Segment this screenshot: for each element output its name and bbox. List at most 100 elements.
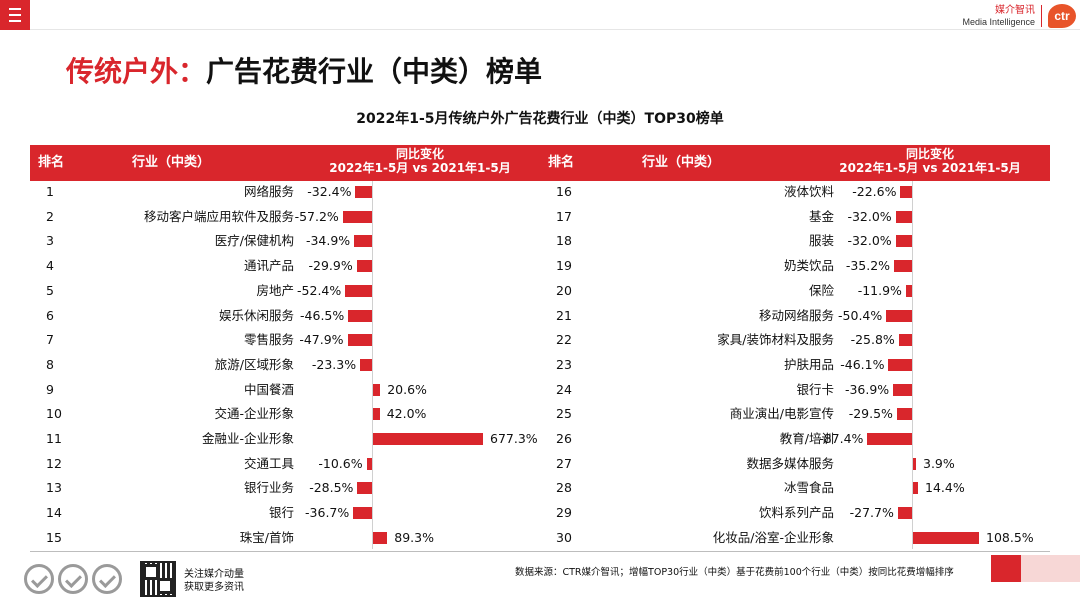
certification-badges [24, 564, 122, 594]
table-row: 18 服装 -32.0% [540, 229, 1050, 253]
industry-cell: 交通工具 [243, 455, 294, 471]
industry-cell: 娱乐休闲服务 [218, 307, 294, 323]
rank-cell: 1 [46, 184, 54, 199]
rank-cell: 3 [46, 233, 54, 249]
bar-mark [886, 309, 912, 322]
rank-cell: 29 [556, 505, 572, 521]
rank-cell: 4 [46, 258, 54, 274]
industry-cell: 医疗/保健机构 [214, 233, 294, 249]
bar-mark [905, 284, 912, 297]
industry-cell: 银行卡 [796, 381, 834, 397]
value-label: -29.9% [308, 258, 353, 274]
table-row: 30 化妆品/浴室-企业形象 108.5% [540, 526, 1050, 550]
table-row: 5 房地产 -52.4% [30, 279, 540, 303]
header-change-left: 同比变化 2022年1-5月 vs 2021年1-5月 [300, 147, 540, 176]
header-industry-left: 行业（中类） [132, 155, 211, 170]
bar-mark [895, 235, 912, 248]
value-label: -36.7% [305, 505, 350, 521]
table-row: 23 护肤用品 -46.1% [540, 353, 1050, 377]
industry-cell: 房地产 [256, 282, 294, 298]
page-title: 传统户外：广告花费行业（中类）榜单 [66, 50, 542, 90]
bar-mark [867, 433, 912, 445]
header-industry-right: 行业（中类） [642, 155, 721, 170]
certification-icon [92, 564, 122, 594]
zero-axis-right [912, 181, 913, 549]
value-label: -10.6% [318, 455, 363, 471]
rank-cell: 17 [556, 208, 572, 224]
header-change-period: 2022年1-5月 vs 2021年1-5月 [839, 161, 1021, 176]
industry-cell: 银行业务 [243, 480, 294, 496]
rank-cell: 8 [46, 356, 54, 372]
bar-mark [373, 531, 388, 544]
rank-cell: 26 [556, 431, 572, 446]
table-row: 17 基金 -32.0% [540, 205, 1050, 229]
table-row: 21 移动网络服务 -50.4% [540, 304, 1050, 328]
table-row: 3 医疗/保健机构 -34.9% [30, 229, 540, 253]
value-label: -35.2% [845, 258, 891, 274]
table-bottom-border [30, 551, 1050, 552]
table-row: 26 教育/培训 -87.4% [540, 427, 1050, 451]
rank-cell: 23 [556, 356, 572, 372]
table-row: 20 保险 -11.9% [540, 279, 1050, 303]
footer-pink-block [1021, 555, 1080, 582]
rank-cell: 9 [46, 381, 54, 397]
page-title-red: 传统户外： [66, 55, 207, 88]
table-row: 2 移动客户端应用软件及服务 -57.2% [30, 205, 540, 229]
table-row: 13 银行业务 -28.5% [30, 476, 540, 500]
industry-cell: 珠宝/首饰 [239, 529, 294, 545]
bar-mark [353, 507, 372, 520]
value-label: 677.3% [490, 431, 538, 446]
rank-cell: 10 [46, 406, 62, 422]
menu-icon-line [9, 14, 21, 16]
bar-mark [894, 260, 912, 273]
qr-code-icon[interactable] [140, 561, 176, 597]
value-label: -34.9% [305, 233, 351, 249]
industry-cell: 奶类饮品 [783, 258, 834, 274]
value-label: -87.4% [819, 431, 864, 446]
table-header: 排名 行业（中类） 同比变化 2022年1-5月 vs 2021年1-5月 排名… [30, 145, 1050, 181]
value-label: -52.4% [297, 282, 342, 298]
table-row: 22 家具/装饰材料及服务 -25.8% [540, 328, 1050, 352]
industry-cell: 通讯产品 [243, 258, 294, 274]
table-row: 6 娱乐休闲服务 -46.5% [30, 304, 540, 328]
table-row: 12 交通工具 -10.6% [30, 452, 540, 476]
bar-mark [360, 358, 372, 371]
table-row: 8 旅游/区域形象 -23.3% [30, 353, 540, 377]
header-change-right: 同比变化 2022年1-5月 vs 2021年1-5月 [810, 147, 1050, 176]
industry-cell: 金融业-企业形象 [201, 431, 294, 446]
value-label: 3.9% [923, 455, 955, 471]
menu-button[interactable] [0, 0, 30, 30]
rank-cell: 16 [556, 184, 572, 199]
bar-mark [345, 284, 372, 297]
rank-cell: 18 [556, 233, 572, 249]
industry-cell: 液体饮料 [783, 184, 834, 199]
industry-cell: 保险 [808, 282, 834, 298]
industry-cell: 基金 [808, 208, 834, 224]
value-label: -36.9% [844, 381, 890, 397]
bar-mark [342, 210, 372, 223]
table-row: 10 交通-企业形象 42.0% [30, 402, 540, 426]
bar-mark [366, 457, 372, 470]
rank-cell: 25 [556, 406, 572, 422]
value-label: -50.4% [838, 307, 883, 323]
bar-mark [893, 383, 912, 396]
rank-cell: 7 [46, 332, 54, 348]
rank-cell: 11 [46, 431, 62, 446]
bar-mark [356, 260, 372, 273]
rank-cell: 19 [556, 258, 572, 274]
bar-mark [348, 309, 372, 322]
value-label: 42.0% [386, 406, 427, 422]
brand-name-cn: 媒介智讯 [995, 5, 1035, 17]
bar-mark [373, 408, 380, 421]
rank-cell: 12 [46, 455, 62, 471]
rank-cell: 27 [556, 455, 572, 471]
follow-line-1: 关注媒介动量 [184, 569, 244, 580]
value-label: 89.3% [394, 529, 434, 545]
value-label: -29.5% [848, 406, 893, 422]
bar-mark [355, 186, 372, 198]
rank-cell: 13 [46, 480, 62, 496]
value-label: -46.1% [840, 356, 885, 372]
value-label: -47.9% [299, 332, 344, 348]
industry-cell: 服装 [808, 233, 834, 249]
rank-cell: 2 [46, 208, 54, 224]
